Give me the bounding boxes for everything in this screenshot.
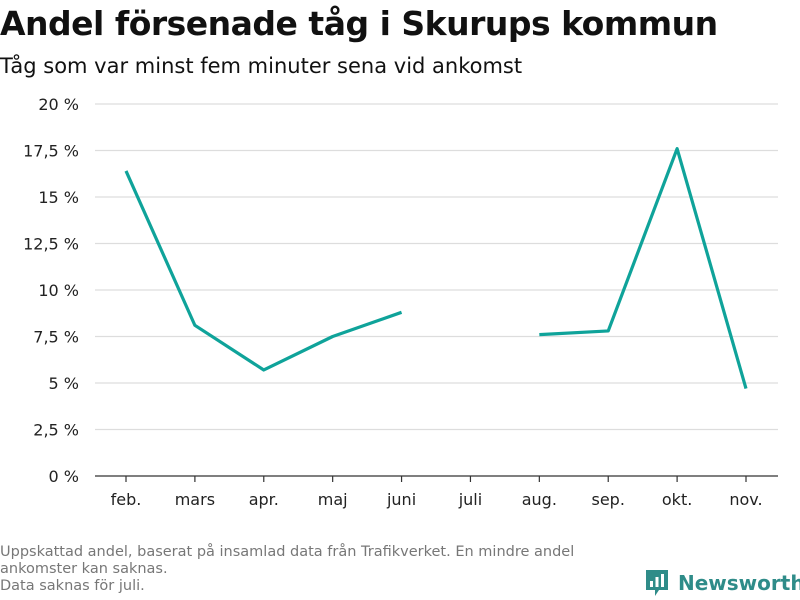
y-tick-label: 2,5 % [33,421,79,440]
y-tick-label: 20 % [38,95,79,114]
y-tick-label: 5 % [49,374,79,393]
x-tick-label: mars [175,490,215,509]
brand-logo: Newsworthy [644,568,800,598]
x-tick-label: aug. [522,490,557,509]
brand-name: Newsworthy [678,571,800,595]
x-tick-label: juni [386,490,416,509]
x-tick-label: sep. [592,490,625,509]
chart-subtitle: Tåg som var minst fem minuter sena vid a… [0,54,523,78]
y-tick-label: 15 % [38,188,79,207]
series-lines [124,147,748,390]
y-tick-label: 7,5 % [33,328,79,347]
series-line-segment [124,170,403,372]
series-line-segment [539,147,748,390]
footnote-line-2: Data saknas för juli. [0,578,145,594]
bar-chart-logo-icon [646,570,668,596]
y-tick-label: 12,5 % [23,235,79,254]
y-tick-label: 0 % [49,467,79,486]
y-tick-label: 10 % [38,281,79,300]
x-tick-label: nov. [729,490,762,509]
x-tick-label: okt. [662,490,692,509]
x-axis-ticks: feb. mars apr. maj juni juli aug. sep. okt. nov. [111,476,763,509]
footnote-line-1: Uppskattad andel, baserat på insamlad da… [0,544,575,577]
y-axis-ticks: 0 % 2,5 % 5 % 7,5 % 10 % 12,5 % 15 % 17,5 % 20 % [23,95,79,486]
x-tick-label: maj [318,490,348,509]
x-tick-label: apr. [249,490,279,509]
grid-lines [95,103,778,477]
footnote: Uppskattad andel, baserat på insamlad da… [0,544,640,595]
y-tick-label: 17,5 % [23,142,79,161]
x-tick-label: feb. [111,490,142,509]
x-tick-label: juli [458,490,482,509]
chart-title: Andel försenade tåg i Skurups kommun [0,4,718,43]
